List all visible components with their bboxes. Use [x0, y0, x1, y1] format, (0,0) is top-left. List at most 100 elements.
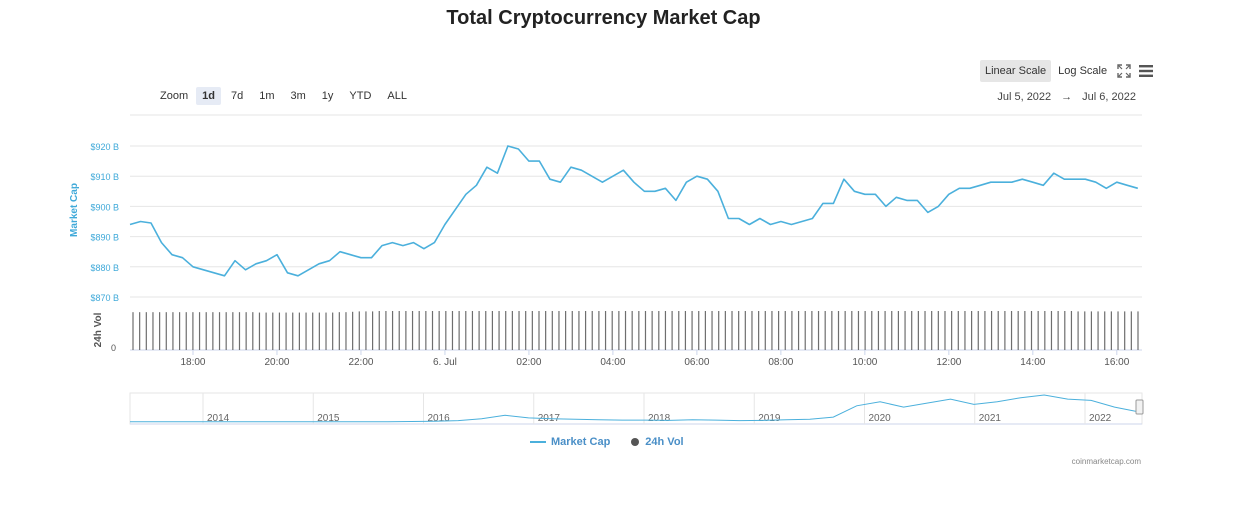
legend-market-cap-label: Market Cap — [551, 436, 611, 448]
legend: Market Cap 24h Vol — [530, 436, 684, 448]
volume-bar — [837, 311, 840, 350]
y-axis-title: Market Cap — [69, 183, 80, 237]
zoom-ytd-button[interactable]: YTD — [349, 90, 372, 102]
volume-bar — [332, 312, 334, 350]
volume-bar — [511, 311, 513, 350]
volume-bar — [252, 312, 254, 350]
volume-bar — [292, 312, 294, 350]
date-range-to[interactable]: Jul 6, 2022 — [1082, 91, 1136, 103]
volume-bar — [977, 311, 979, 350]
volume-bar — [764, 311, 766, 350]
volume-bar — [565, 311, 567, 350]
volume-bar — [451, 311, 454, 350]
navigator-year-label: 2021 — [979, 413, 1002, 424]
menu-icon[interactable] — [1136, 61, 1156, 81]
volume-bar — [811, 311, 813, 350]
volume-bar — [1024, 311, 1026, 350]
volume-bar — [997, 311, 999, 350]
log-scale-button[interactable]: Log Scale — [1058, 65, 1108, 77]
x-tick-label: 22:00 — [348, 357, 373, 368]
volume-bar — [518, 311, 520, 350]
volume-bar — [777, 311, 780, 350]
volume-bar — [245, 312, 247, 350]
volume-bar — [365, 311, 367, 350]
volume-bar — [531, 311, 533, 350]
volume-bar — [398, 311, 400, 350]
legend-market-cap[interactable]: Market Cap — [530, 436, 610, 448]
volume-bar — [1104, 311, 1106, 350]
x-tick-label: 16:00 — [1104, 357, 1129, 368]
volume-bar — [971, 311, 973, 350]
volume-bar — [212, 312, 214, 350]
x-tick-label: 6. Jul — [433, 357, 457, 368]
credits-link[interactable]: coinmarketcap.com — [1071, 457, 1141, 466]
x-tick-label: 04:00 — [600, 357, 625, 368]
zoom-7d-button[interactable]: 7d — [230, 90, 244, 102]
linear-scale-button[interactable]: Linear Scale — [980, 60, 1052, 82]
volume-bar — [298, 312, 300, 350]
volume-bar — [897, 311, 899, 350]
zoom-1y-button[interactable]: 1y — [321, 90, 334, 102]
volume-bar — [990, 311, 993, 350]
volume-bar — [551, 311, 553, 350]
volume-bar — [558, 311, 560, 350]
volume-bar — [771, 311, 773, 350]
zoom-label: Zoom — [160, 90, 189, 102]
volume-bar — [1070, 311, 1073, 350]
volume-bar — [272, 312, 274, 350]
volume-bar — [984, 311, 986, 350]
volume-bar — [1010, 311, 1013, 350]
fullscreen-icon[interactable] — [1114, 61, 1134, 81]
zoom-1d-button[interactable]: 1d — [196, 87, 221, 105]
volume-bar — [278, 312, 281, 350]
volume-bar — [1110, 311, 1112, 350]
market-cap-line[interactable] — [129, 145, 1139, 277]
x-tick-label: 02:00 — [516, 357, 541, 368]
volume-bar — [804, 311, 806, 350]
volume-bar — [711, 311, 713, 350]
chart-title: Total Cryptocurrency Market Cap — [446, 7, 761, 29]
volume-bar — [851, 311, 853, 350]
volume-bar — [378, 311, 380, 350]
zoom-3m-button[interactable]: 3m — [290, 90, 306, 102]
volume-bar — [178, 312, 181, 350]
navigator-year-label: 2022 — [1089, 413, 1112, 424]
zoom-1m-button[interactable]: 1m — [259, 90, 275, 102]
volume-bar — [152, 312, 154, 350]
y-tick-label: $910 B — [90, 172, 119, 182]
volume-bar — [1130, 311, 1132, 350]
x-tick-label: 12:00 — [936, 357, 961, 368]
volume-bar — [391, 311, 394, 350]
volume-bar — [724, 311, 726, 350]
volume-bar — [485, 311, 487, 350]
y-tick-label: $870 B — [90, 293, 119, 303]
volume-bar — [471, 311, 474, 350]
volume-bar — [1030, 311, 1033, 350]
volume-bar — [238, 312, 241, 350]
volume-bar — [931, 311, 933, 350]
x-tick-label: 08:00 — [768, 357, 793, 368]
navigator-year-label: 2020 — [869, 413, 892, 424]
y-tick-label: $890 B — [90, 233, 119, 243]
volume-bar — [305, 312, 307, 350]
volume-bar — [598, 311, 600, 350]
volume-bar — [218, 312, 221, 350]
legend-24h-vol[interactable]: 24h Vol — [630, 436, 684, 448]
zoom-all-button[interactable]: ALL — [387, 90, 407, 102]
volume-bar — [1004, 311, 1006, 350]
volume-zero-label: 0 — [111, 343, 116, 353]
x-tick-label: 10:00 — [852, 357, 877, 368]
volume-bar — [418, 311, 420, 350]
navigator-handle[interactable] — [1135, 399, 1144, 415]
date-range-from[interactable]: Jul 5, 2022 — [997, 91, 1052, 103]
volume-bar — [358, 311, 360, 350]
menu-icon-glyph — [1139, 65, 1154, 77]
legend-24h-vol-label: 24h Vol — [645, 436, 684, 448]
volume-bar — [525, 311, 527, 350]
volume-bar — [1090, 311, 1093, 350]
volume-bar — [258, 312, 261, 350]
volume-bar — [924, 311, 926, 350]
volume-bar — [611, 311, 613, 350]
volume-bar — [1077, 311, 1079, 350]
